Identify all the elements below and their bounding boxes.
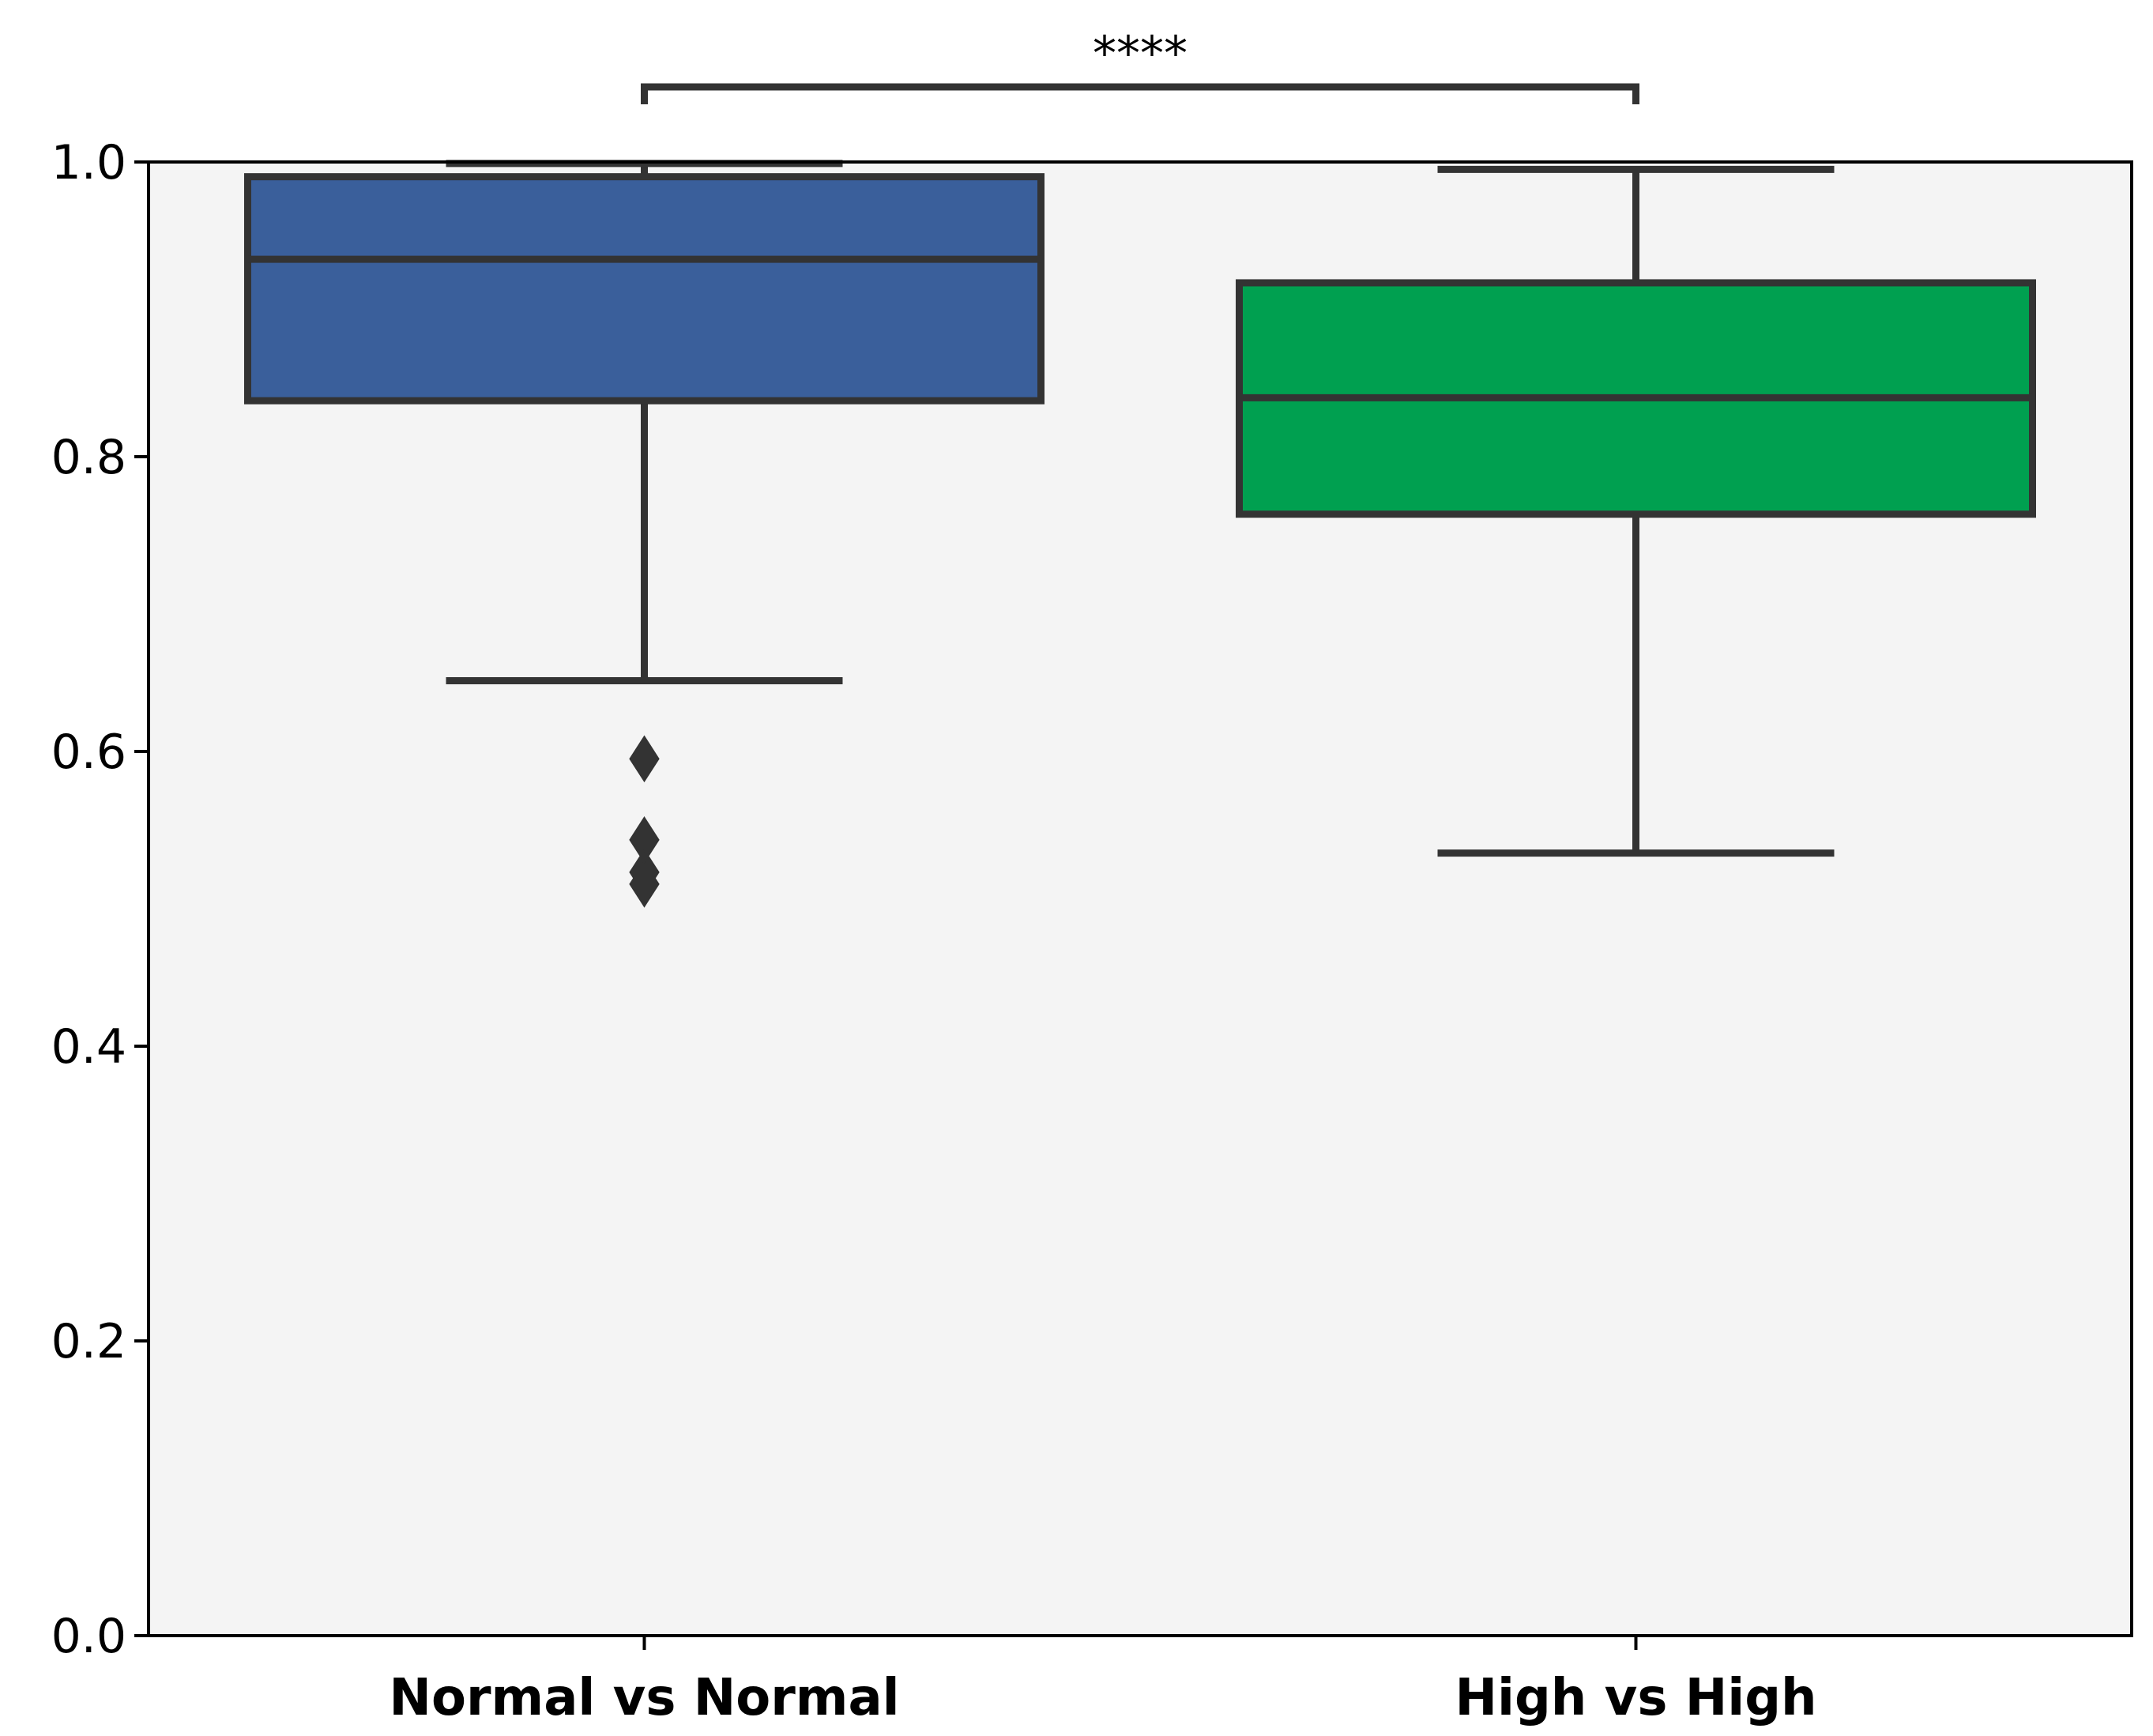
y-tick-label: 0.6: [51, 725, 126, 780]
y-tick-label: 1.0: [51, 135, 126, 190]
significance-label: ****: [1093, 26, 1188, 81]
x-tick-label: Normal vs Normal: [389, 1669, 899, 1727]
y-tick-label: 0.8: [51, 430, 126, 485]
outlier-point: [629, 735, 660, 783]
x-tick-label: High vs High: [1455, 1669, 1816, 1727]
axis-layer: Normal vs Normal High vs High 0.0 0.2 0.4 0.6…: [51, 135, 1817, 1727]
y-tick-label: 0.0: [51, 1609, 126, 1664]
outlier-point: [629, 860, 660, 908]
y-tick-label: 0.4: [51, 1019, 126, 1075]
box-group-0: [244, 160, 1045, 908]
significance-bracket: [641, 83, 1639, 104]
plot-frame: [147, 160, 2133, 1637]
marks-layer: [244, 160, 2036, 908]
box-iqr: [244, 173, 1045, 405]
annotation-layer: ****: [641, 26, 1639, 104]
y-tick-label: 0.2: [51, 1314, 126, 1369]
box-group-1: [1236, 165, 2036, 857]
